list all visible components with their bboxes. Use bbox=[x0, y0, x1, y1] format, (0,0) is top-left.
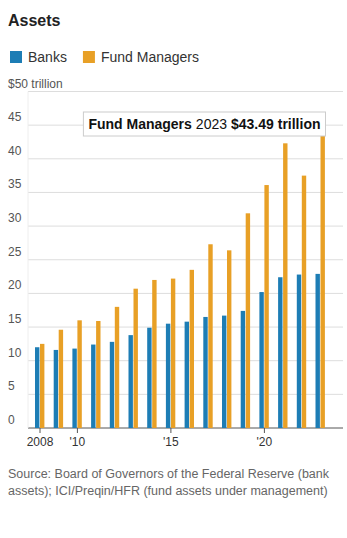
annotation: Fund Managers2023$43.49 trillion bbox=[88, 116, 320, 132]
bar bbox=[278, 277, 282, 428]
grid-line bbox=[28, 192, 343, 193]
bar bbox=[115, 307, 119, 428]
bar bbox=[259, 292, 263, 428]
bar bbox=[147, 328, 151, 428]
annotation-text: $43.49 trillion bbox=[231, 116, 320, 132]
y-tick-label: 40 bbox=[8, 144, 22, 158]
annotation-series: Fund Managers bbox=[88, 116, 192, 132]
bar bbox=[91, 345, 95, 428]
bar bbox=[129, 335, 133, 428]
legend-label: Banks bbox=[28, 49, 67, 65]
bar bbox=[227, 250, 231, 428]
bar bbox=[185, 322, 189, 428]
bar bbox=[110, 342, 114, 428]
bar bbox=[35, 347, 39, 428]
bar bbox=[208, 244, 212, 428]
bar bbox=[54, 350, 58, 428]
source-note: Source: Board of Governors of the Federa… bbox=[8, 466, 338, 500]
y-tick-label: 15 bbox=[8, 312, 22, 326]
bar bbox=[264, 185, 268, 428]
bar bbox=[96, 321, 100, 428]
y-tick-label: $50 trillion bbox=[8, 77, 63, 91]
bar bbox=[203, 317, 207, 428]
grid-line bbox=[28, 259, 343, 260]
bar bbox=[72, 349, 76, 428]
legend-label: Fund Managers bbox=[101, 49, 199, 65]
bar bbox=[40, 344, 44, 428]
x-tick bbox=[264, 428, 265, 433]
y-tick-label: 25 bbox=[8, 245, 22, 259]
bar bbox=[222, 316, 226, 428]
x-tick bbox=[77, 428, 78, 433]
bar bbox=[166, 324, 170, 428]
chart: Assets Banks Fund Managers 0 5 10 15 20 25 30 35 40… bbox=[0, 0, 347, 462]
y-tick-label: 35 bbox=[8, 177, 22, 191]
grid-line bbox=[28, 91, 343, 92]
bar bbox=[302, 176, 306, 428]
x-tick bbox=[170, 428, 171, 433]
bar bbox=[297, 275, 301, 428]
bar bbox=[134, 289, 138, 428]
legend-swatch bbox=[10, 51, 22, 63]
y-tick-label: 10 bbox=[8, 346, 22, 360]
bar bbox=[152, 280, 156, 428]
bar bbox=[246, 213, 250, 428]
y-tick-label: 0 bbox=[8, 413, 15, 427]
x-tick-label: '15 bbox=[163, 435, 179, 449]
annotation-year: 2023 bbox=[196, 116, 227, 132]
bars bbox=[35, 135, 325, 428]
y-tick-label: 45 bbox=[8, 110, 22, 124]
title: Assets bbox=[8, 12, 61, 29]
grid-line bbox=[28, 226, 343, 227]
annotation-box bbox=[83, 112, 325, 136]
legend-swatch bbox=[83, 51, 95, 63]
x-tick-label: '10 bbox=[70, 435, 86, 449]
bar bbox=[241, 311, 245, 428]
grid-line bbox=[28, 158, 343, 159]
grid-line bbox=[28, 293, 343, 294]
x-tick bbox=[40, 428, 41, 433]
y-tick-label: 20 bbox=[8, 278, 22, 292]
y-tick-label: 30 bbox=[8, 211, 22, 225]
x-tick-label: 2008 bbox=[27, 435, 54, 449]
bar bbox=[316, 274, 320, 428]
y-axis-line bbox=[28, 92, 29, 429]
bar bbox=[59, 330, 63, 428]
bar bbox=[321, 135, 325, 428]
bar bbox=[190, 270, 194, 428]
bar bbox=[283, 143, 287, 428]
x-tick-label: '20 bbox=[257, 435, 273, 449]
bar bbox=[77, 320, 81, 428]
bar bbox=[171, 279, 175, 428]
y-tick-label: 5 bbox=[8, 379, 15, 393]
